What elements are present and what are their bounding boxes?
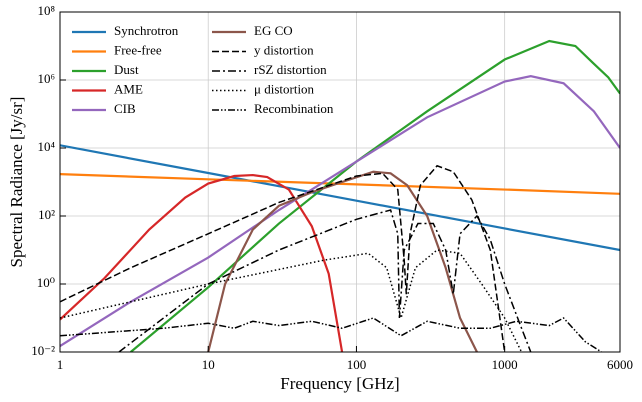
series-line (207, 170, 478, 352)
legend-label: Free-free (114, 42, 162, 57)
y-tick-label: 10⁸ (37, 3, 55, 18)
series-line (130, 39, 620, 352)
series-line (60, 164, 506, 352)
y-tick-label: 10² (38, 207, 55, 222)
legend-label: CIB (114, 101, 136, 116)
legend-label: μ distortion (254, 81, 315, 96)
x-tick-label: 1 (57, 357, 64, 372)
y-tick-label: 10⁰ (37, 275, 55, 290)
y-tick-label: 10⁶ (37, 71, 55, 86)
legend-label: rSZ distortion (254, 62, 327, 77)
x-tick-label: 100 (347, 357, 367, 372)
ticks: 1 10 100 1000 6000 10⁻² 10⁰ 10² 10⁴ 10⁶ 10⁸ (31, 3, 633, 372)
series-line (118, 209, 532, 352)
legend: Synchrotron Free-free Dust AME CIB EG CO y dis… (72, 23, 334, 116)
x-tick-label: 1000 (492, 357, 518, 372)
grid (60, 12, 620, 352)
x-axis-label: Frequency [GHz] (280, 374, 399, 393)
x-tick-label: 10 (202, 357, 215, 372)
legend-label: EG CO (254, 23, 293, 38)
legend-label: AME (114, 81, 143, 96)
legend-label: Synchrotron (114, 23, 179, 38)
series-line (60, 173, 344, 352)
series-line (60, 144, 620, 252)
y-tick-label: 10⁻² (31, 343, 55, 358)
y-axis-label: Spectral Radiance [Jy/sr] (7, 97, 26, 268)
series-line (60, 75, 620, 347)
series-line (60, 173, 620, 195)
y-tick-label: 10⁴ (37, 139, 55, 154)
x-tick-label: 6000 (607, 357, 633, 372)
legend-label: Recombination (254, 101, 334, 116)
plot-frame (59, 11, 621, 353)
legend-label: y distortion (254, 42, 314, 57)
series-line (60, 249, 523, 352)
plot-lines (60, 39, 620, 352)
legend-label: Dust (114, 62, 139, 77)
